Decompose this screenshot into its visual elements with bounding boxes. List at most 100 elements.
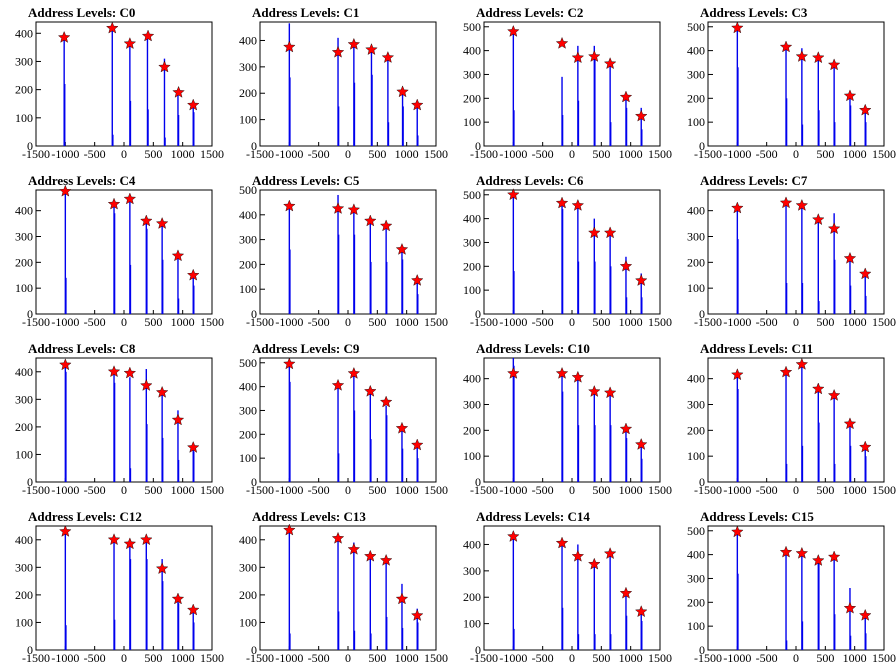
peak-marker <box>171 413 185 426</box>
x-tick-label: -1500 <box>22 315 50 329</box>
x-tick-label: 500 <box>592 651 610 665</box>
peak-marker <box>588 226 601 239</box>
peak-marker <box>634 437 648 450</box>
y-tick-label: 0 <box>27 139 33 153</box>
peak-marker <box>283 523 296 536</box>
peak-marker <box>158 60 171 73</box>
y-tick-label: 300 <box>463 564 481 578</box>
x-tick-label: 1500 <box>648 651 672 665</box>
y-tick-label: 400 <box>463 44 481 58</box>
x-tick-label: 0 <box>121 483 127 497</box>
y-tick-label: 0 <box>699 139 705 153</box>
peak-marker <box>347 542 361 555</box>
peak-marker <box>731 525 744 538</box>
y-tick-label: 500 <box>239 356 257 370</box>
y-tick-label: 100 <box>239 113 257 127</box>
y-tick-label: 100 <box>239 615 257 629</box>
x-tick-label: 0 <box>793 147 799 161</box>
y-tick-label: 100 <box>15 615 33 629</box>
x-tick-label: 1500 <box>424 483 448 497</box>
peak-marker <box>410 438 424 451</box>
y-tick-label: 300 <box>463 398 481 412</box>
peak-marker <box>171 249 185 262</box>
peak-marker <box>858 267 872 280</box>
x-tick-label: 1000 <box>619 147 643 161</box>
peak-marker <box>507 188 520 201</box>
peak-marker <box>379 553 393 566</box>
peak-marker <box>843 89 857 102</box>
y-tick-label: 200 <box>15 255 33 269</box>
peak-marker <box>283 40 296 53</box>
x-tick-label: 0 <box>793 315 799 329</box>
peak-marker <box>571 549 585 562</box>
x-tick-label: 0 <box>345 147 351 161</box>
x-tick-label: -500 <box>308 315 330 329</box>
x-tick-label: 1000 <box>619 651 643 665</box>
y-tick-label: 300 <box>463 67 481 81</box>
y-tick-label: 300 <box>687 398 705 412</box>
y-tick-label: 0 <box>27 643 33 657</box>
peak-marker <box>555 366 569 379</box>
y-tick-label: 0 <box>27 307 33 321</box>
y-tick-label: 300 <box>687 67 705 81</box>
x-tick-label: 1500 <box>648 147 672 161</box>
x-tick-label: -500 <box>308 483 330 497</box>
peak-marker <box>731 21 744 34</box>
y-tick-label: 200 <box>239 86 257 100</box>
y-tick-label: 100 <box>463 617 481 631</box>
y-tick-label: 500 <box>687 20 705 34</box>
peak-marker <box>155 385 169 398</box>
x-tick-label: -500 <box>84 315 106 329</box>
x-tick-label: -1500 <box>694 147 722 161</box>
chart-panel-15: Address Levels: C15 0 100 200 300 400 500 -1500… <box>687 509 896 665</box>
y-tick-label: 0 <box>251 307 257 321</box>
peak-marker <box>140 214 153 227</box>
y-tick-label: 0 <box>475 139 481 153</box>
x-tick-label: 0 <box>569 147 575 161</box>
plot-frame <box>35 189 213 315</box>
x-tick-label: 500 <box>144 651 162 665</box>
chart-title: Address Levels: C15 <box>700 509 814 524</box>
y-tick-label: 500 <box>239 183 257 197</box>
x-tick-label: 500 <box>592 315 610 329</box>
peak-marker <box>123 366 137 379</box>
x-tick-label: -1000 <box>499 147 527 161</box>
y-tick-label: 200 <box>687 255 705 269</box>
peak-marker <box>812 382 825 395</box>
peak-marker <box>634 605 648 618</box>
x-tick-label: 0 <box>569 483 575 497</box>
y-tick-label: 0 <box>475 643 481 657</box>
x-tick-label: 1000 <box>619 315 643 329</box>
peak-marker <box>123 192 137 205</box>
y-tick-label: 400 <box>463 537 481 551</box>
chart-panel-11: Address Levels: C11 0 100 200 300 400 -1500 -10… <box>687 341 896 497</box>
chart-title: Address Levels: C1 <box>252 5 359 20</box>
peak-marker <box>331 531 345 544</box>
x-tick-label: 0 <box>345 651 351 665</box>
peak-marker <box>555 196 569 209</box>
x-tick-label: -1000 <box>723 483 751 497</box>
peak-marker <box>843 601 857 614</box>
x-tick-label: 1500 <box>424 147 448 161</box>
chart-title: Address Levels: C5 <box>252 173 360 188</box>
x-tick-label: -1000 <box>51 483 79 497</box>
x-tick-label: 0 <box>793 651 799 665</box>
peak-marker <box>410 273 424 286</box>
peak-marker <box>588 50 601 62</box>
x-tick-label: 1000 <box>843 147 867 161</box>
y-tick-label: 400 <box>15 26 33 40</box>
peak-marker <box>186 98 200 111</box>
chart-title: Address Levels: C13 <box>252 509 366 524</box>
plot-frame <box>707 525 885 651</box>
chart-panel-13: Address Levels: C13 0 100 200 300 400 -1500 -10… <box>239 509 448 665</box>
chart-panel-8: Address Levels: C8 0 100 200 300 400 -1500 -100… <box>15 341 224 497</box>
x-tick-label: 500 <box>816 147 834 161</box>
y-tick-label: 400 <box>15 204 33 218</box>
x-tick-label: 1000 <box>619 483 643 497</box>
y-tick-label: 200 <box>463 259 481 273</box>
x-tick-label: 1000 <box>395 483 419 497</box>
y-tick-label: 300 <box>687 571 705 585</box>
x-tick-label: -1000 <box>275 651 303 665</box>
plot-frame <box>483 525 661 651</box>
